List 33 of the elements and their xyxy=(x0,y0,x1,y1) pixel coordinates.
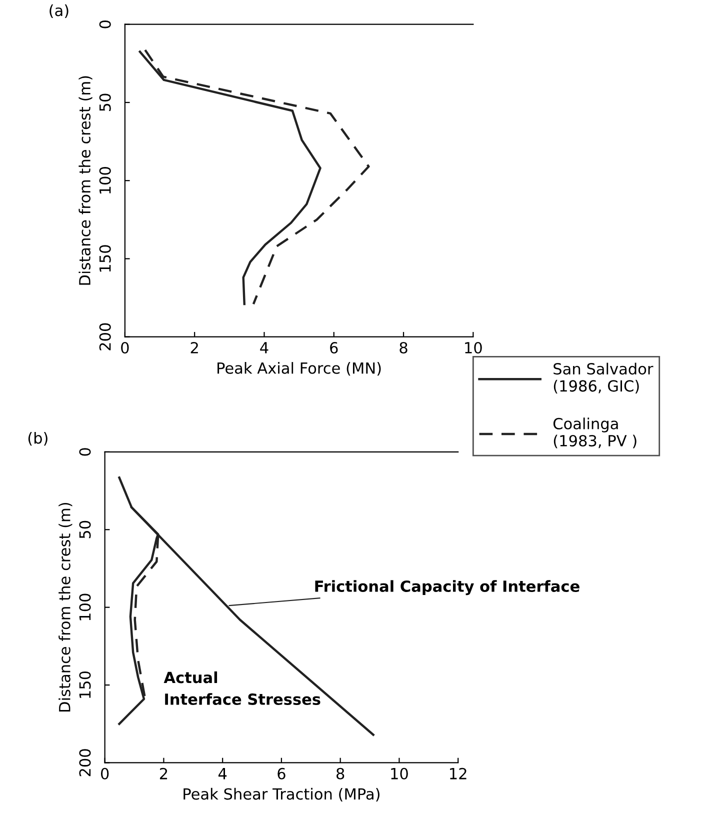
chart-title: (b) xyxy=(28,432,48,446)
x-tick-label: 4 xyxy=(260,342,268,354)
x-tick-label: 0 xyxy=(121,342,129,354)
y-tick-label: 50 xyxy=(79,520,91,538)
y-axis-title: Distance from the crest (m) xyxy=(78,76,92,285)
y-tick-label: 150 xyxy=(99,245,111,272)
x-tick-label: 2 xyxy=(190,342,198,354)
y-tick-label: 200 xyxy=(79,749,91,776)
x-tick-label: 12 xyxy=(450,768,466,780)
legend-label: San Salvador (1986, GIC) xyxy=(554,362,654,394)
y-tick-label: 150 xyxy=(79,671,91,698)
y-tick-label: 0 xyxy=(99,20,111,28)
y-tick-label: 100 xyxy=(99,167,111,194)
y-tick-label: 50 xyxy=(99,94,111,112)
annotation: Interface Stresses xyxy=(165,693,320,705)
y-tick-label: 0 xyxy=(79,448,91,456)
annotation: Actual xyxy=(164,671,218,684)
legend-label: Coalinga (1983, PV ) xyxy=(553,418,636,448)
x-axis-title: Peak Shear Traction (MPa) xyxy=(184,788,380,802)
annotation: Frictional Capacity of Interface xyxy=(315,580,580,596)
y-tick-label: 200 xyxy=(99,323,111,350)
x-tick-label: 4 xyxy=(218,768,227,780)
chart-title: (a) xyxy=(50,4,68,18)
x-tick-label: 2 xyxy=(160,768,168,780)
x-tick-label: 6 xyxy=(278,768,286,780)
x-axis-title: Peak Axial Force (MN) xyxy=(218,362,381,376)
y-axis-title: Distance from the crest (m) xyxy=(58,502,72,712)
x-tick-label: 10 xyxy=(391,768,408,780)
x-tick-label: 8 xyxy=(336,768,344,780)
x-tick-label: 8 xyxy=(400,342,408,354)
x-tick-label: 6 xyxy=(330,342,338,354)
y-tick-label: 100 xyxy=(79,594,91,620)
x-tick-label: 10 xyxy=(465,342,482,354)
